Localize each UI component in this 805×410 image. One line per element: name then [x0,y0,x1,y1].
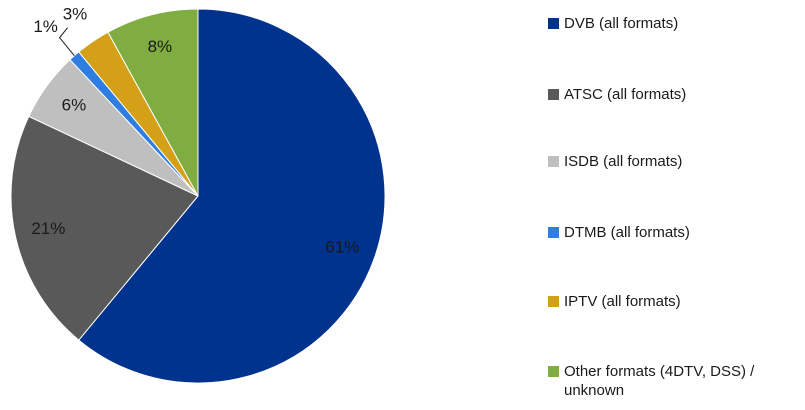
pie-slice [78,8,386,384]
legend-label: DVB (all formats) [564,15,679,32]
legend-swatch [548,366,559,377]
pie-slice [10,115,199,341]
legend-item: IPTV (all formats) [548,292,798,311]
legend-swatch [548,18,559,29]
pie-slice [107,8,199,197]
legend-item: DTMB (all formats) [548,223,798,242]
legend-label: IPTV (all formats) [564,293,681,310]
data-label: 6% [62,95,87,114]
legend-label: Other formats (4DTV, DSS) / unknown [564,363,755,399]
legend-item: ISDB (all formats) [548,152,798,171]
legend-label: DTMB (all formats) [564,224,690,241]
data-label: 1% [33,17,58,36]
leader-line [58,27,75,57]
data-label: 8% [148,37,173,56]
legend-swatch [548,89,559,100]
legend-swatch [548,296,559,307]
legend-label: ATSC (all formats) [564,86,687,103]
legend-label: ISDB (all formats) [564,153,683,170]
legend-item: ATSC (all formats) [548,85,798,104]
data-label: 61% [325,237,359,256]
pie-area: 61% 21% 6% 1% 3% 8% [10,5,386,384]
legend-swatch [548,156,559,167]
data-label: 21% [31,219,65,238]
legend-item: Other formats (4DTV, DSS) / unknown [548,362,798,400]
data-label: 3% [63,5,88,24]
legend-item: DVB (all formats) [548,14,798,33]
legend-swatch [548,227,559,238]
